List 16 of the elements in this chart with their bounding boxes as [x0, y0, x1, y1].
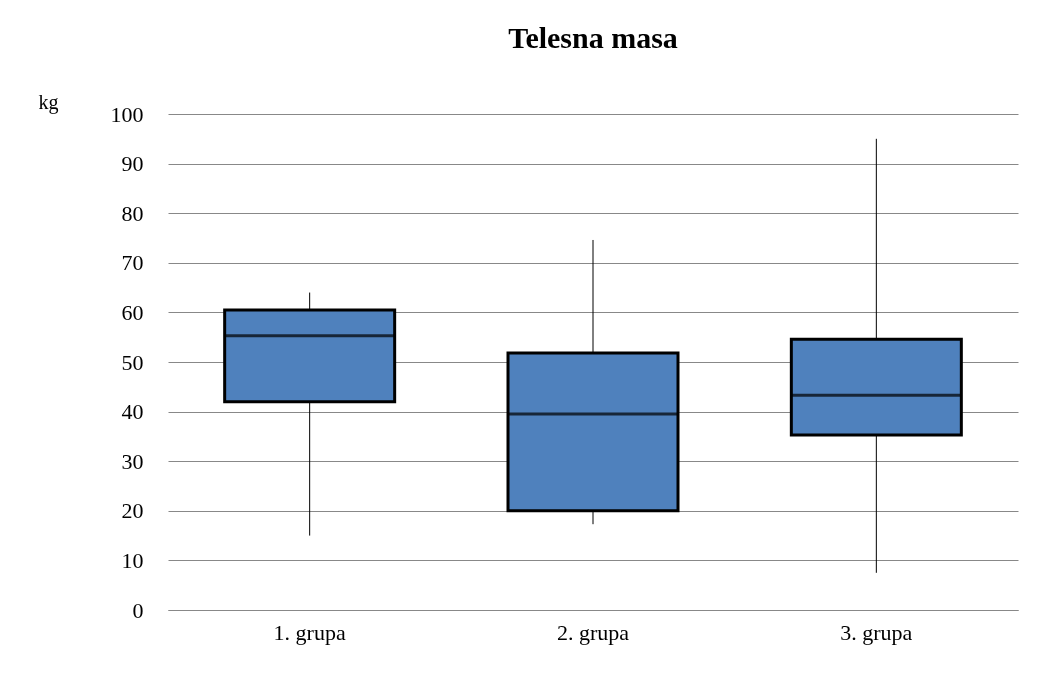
y-tick-label: 20: [121, 498, 144, 524]
y-tick-label: 0: [132, 597, 144, 623]
x-tick-label: 3. grupa: [840, 619, 913, 645]
y-axis-title: kg: [38, 90, 59, 114]
y-tick-label: 90: [121, 151, 144, 177]
y-tick-label: 50: [121, 349, 144, 375]
y-tick-label: 60: [121, 299, 144, 325]
y-tick-label: 80: [121, 200, 144, 226]
y-tick-label: 10: [121, 547, 144, 573]
x-tick-label: 1. grupa: [273, 619, 346, 645]
y-tick-label: 70: [121, 250, 144, 276]
y-tick-label: 40: [121, 399, 144, 425]
y-tick-label: 30: [121, 448, 144, 474]
y-tick-label: 100: [110, 101, 144, 127]
x-tick-label: 2. grupa: [556, 619, 630, 645]
chart-title: Telesna masa: [508, 21, 678, 54]
